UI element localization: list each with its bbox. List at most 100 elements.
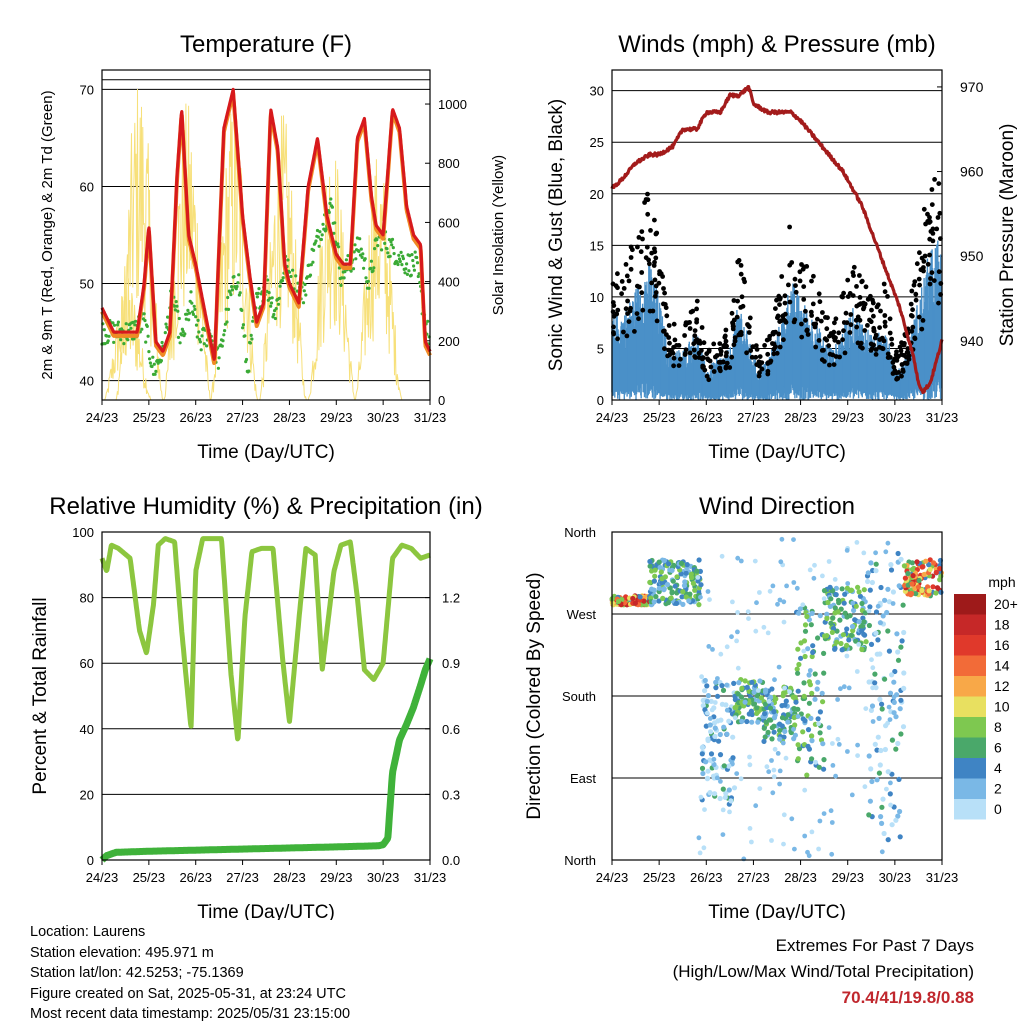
direction-point <box>771 709 777 715</box>
solar-day-trace <box>354 159 403 401</box>
direction-point <box>810 649 816 656</box>
y2-tick-label: 950 <box>960 248 984 264</box>
gust-point <box>871 313 876 319</box>
dewpoint-point <box>375 238 379 242</box>
x-tick-label: 29/23 <box>831 410 864 425</box>
gust-point <box>624 273 630 279</box>
direction-point <box>652 567 658 573</box>
x-tick-label: 29/23 <box>831 870 864 885</box>
direction-point <box>724 731 730 737</box>
gust-point <box>923 221 928 227</box>
gust-point <box>691 347 697 353</box>
direction-point <box>702 677 708 684</box>
direction-point <box>747 754 752 760</box>
gust-point <box>716 359 722 365</box>
dewpoint-point <box>230 285 234 289</box>
direction-point <box>801 693 807 699</box>
direction-point <box>893 714 899 720</box>
gust-point <box>820 310 825 315</box>
gust-point <box>696 350 702 356</box>
direction-point <box>891 710 897 716</box>
direction-point <box>892 668 898 675</box>
x-tick-label: 30/23 <box>367 410 400 425</box>
direction-point <box>779 536 785 542</box>
gust-point <box>848 322 854 328</box>
direction-point <box>734 771 740 776</box>
dewpoint-point <box>222 333 226 337</box>
direction-point <box>898 556 904 562</box>
direction-point <box>753 803 759 809</box>
dewpoint-point <box>159 359 163 363</box>
dewpoint-point <box>241 323 245 327</box>
gust-point <box>836 339 841 345</box>
gust-point <box>937 210 943 216</box>
direction-point <box>919 587 925 594</box>
gust-point <box>702 367 708 373</box>
direction-point <box>681 583 688 589</box>
gust-point <box>625 311 630 316</box>
direction-point <box>713 679 719 685</box>
dewpoint-point <box>354 257 358 261</box>
direction-point <box>886 648 893 654</box>
gust-point <box>913 297 919 303</box>
direction-point <box>698 582 704 588</box>
gust-point <box>927 236 933 242</box>
gust-point <box>815 316 820 322</box>
plot-border <box>611 69 943 401</box>
direction-point <box>753 628 759 634</box>
direction-point <box>801 680 807 686</box>
direction-point <box>712 733 718 740</box>
dewpoint-point <box>257 287 261 291</box>
direction-point <box>718 651 724 657</box>
direction-point <box>887 791 893 797</box>
direction-point <box>819 690 825 696</box>
direction-point <box>746 616 751 621</box>
direction-point <box>800 602 806 608</box>
gust-point <box>799 321 804 327</box>
x-tick-label: 26/23 <box>179 870 212 885</box>
direction-point <box>898 644 904 650</box>
direction-point <box>730 599 735 605</box>
direction-point <box>708 698 714 705</box>
direction-point <box>827 584 833 590</box>
dewpoint-point <box>142 312 146 316</box>
direction-point <box>794 585 800 591</box>
gust-point <box>626 319 632 324</box>
direction-point <box>641 598 647 604</box>
direction-point <box>669 567 675 574</box>
gust-point <box>857 317 863 323</box>
gust-point <box>634 311 640 316</box>
direction-point <box>856 642 862 647</box>
direction-point <box>807 668 813 673</box>
dewpoint-point <box>191 310 195 314</box>
gust-point <box>894 349 899 355</box>
gust-point <box>687 326 693 331</box>
gust-point <box>667 340 672 346</box>
gust-point <box>912 279 918 284</box>
direction-point <box>898 731 904 737</box>
direction-point <box>707 722 713 728</box>
gust-point <box>800 266 806 272</box>
dewpoint-point <box>250 337 254 341</box>
dewpoint-point <box>330 205 334 209</box>
gust-point <box>844 320 850 326</box>
gust-point <box>619 279 625 284</box>
gust-point <box>936 300 941 306</box>
direction-point <box>726 787 732 793</box>
gust-point <box>878 308 883 314</box>
gust-point <box>894 375 900 381</box>
dewpoint-point <box>236 281 240 285</box>
gust-point <box>843 310 849 316</box>
direction-point <box>704 683 710 689</box>
direction-point <box>768 694 774 701</box>
dewpoint-point <box>216 366 220 370</box>
legend-label: 0 <box>994 801 1002 817</box>
gust-point <box>797 269 803 275</box>
direction-point <box>883 549 889 555</box>
gust-point <box>615 336 620 342</box>
direction-point <box>793 699 799 705</box>
gust-point <box>862 328 868 333</box>
direction-point <box>659 580 665 586</box>
direction-point <box>877 620 884 626</box>
y2-axis-label: Station Pressure (Maroon) <box>997 124 1018 347</box>
